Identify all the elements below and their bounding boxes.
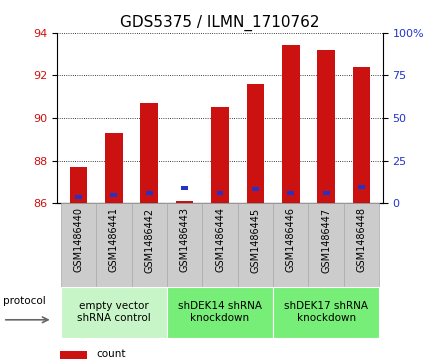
Text: shDEK17 shRNA
knockdown: shDEK17 shRNA knockdown (284, 301, 368, 323)
Bar (273, 287, 379, 338)
Bar (75, 195, 82, 199)
Text: empty vector
shRNA control: empty vector shRNA control (77, 301, 151, 323)
Text: shDEK14 shRNA
knockdown: shDEK14 shRNA knockdown (178, 301, 262, 323)
Bar (105, 133, 123, 203)
Bar (140, 103, 158, 203)
Bar (344, 203, 379, 287)
Bar (252, 188, 259, 191)
Bar (216, 191, 224, 195)
Text: GSM1486445: GSM1486445 (250, 207, 260, 273)
Text: GSM1486448: GSM1486448 (356, 207, 367, 273)
Title: GDS5375 / ILMN_1710762: GDS5375 / ILMN_1710762 (120, 15, 320, 31)
Bar (70, 167, 87, 203)
Bar (202, 203, 238, 287)
Text: GSM1486440: GSM1486440 (73, 207, 84, 273)
Bar (61, 287, 167, 338)
Bar (358, 185, 365, 189)
Bar (308, 203, 344, 287)
Text: GSM1486447: GSM1486447 (321, 207, 331, 273)
Bar (282, 45, 300, 203)
Bar (60, 351, 87, 359)
Text: GSM1486444: GSM1486444 (215, 207, 225, 273)
Text: GSM1486443: GSM1486443 (180, 207, 190, 273)
Bar (146, 191, 153, 195)
Bar (132, 203, 167, 287)
Bar (96, 203, 132, 287)
Bar (317, 50, 335, 203)
Text: GSM1486442: GSM1486442 (144, 207, 154, 273)
Text: GSM1486446: GSM1486446 (286, 207, 296, 273)
Bar (167, 203, 202, 287)
Bar (176, 201, 194, 203)
Text: GSM1486441: GSM1486441 (109, 207, 119, 273)
Bar (273, 203, 308, 287)
Bar (61, 203, 96, 287)
Bar (110, 193, 117, 197)
Text: count: count (96, 348, 126, 359)
Bar (238, 203, 273, 287)
Bar (167, 287, 273, 338)
Bar (181, 187, 188, 190)
Bar (246, 84, 264, 203)
Bar (323, 191, 330, 195)
Bar (287, 191, 294, 195)
Bar (353, 67, 370, 203)
Text: protocol: protocol (3, 296, 46, 306)
Bar (211, 107, 229, 203)
